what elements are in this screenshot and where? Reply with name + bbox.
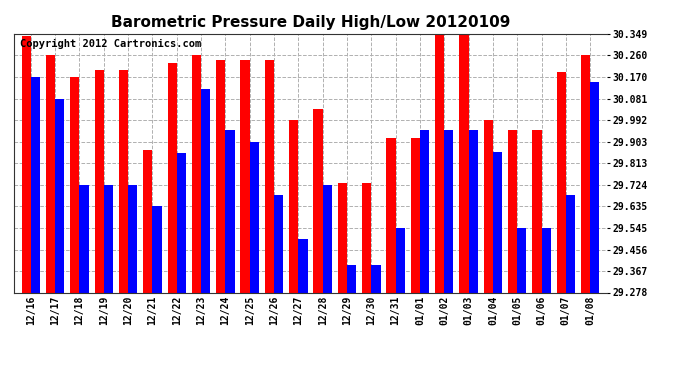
Bar [395,228,405,292]
Bar [581,56,590,292]
Bar [420,130,429,292]
Bar [274,195,284,292]
Bar [240,60,250,292]
Bar [518,228,526,292]
Bar [21,36,31,292]
Bar [119,70,128,292]
Bar [128,185,137,292]
Bar [152,206,161,292]
Bar [226,130,235,292]
Bar [79,185,89,292]
Bar [95,70,103,292]
Bar [484,120,493,292]
Bar [46,56,55,292]
Bar [313,109,323,292]
Text: Copyright 2012 Cartronics.com: Copyright 2012 Cartronics.com [20,39,201,49]
Bar [55,99,64,292]
Bar [337,183,347,292]
Bar [289,120,298,292]
Bar [265,60,274,292]
Bar [542,228,551,292]
Bar [347,266,356,292]
Bar [177,153,186,292]
Bar [444,130,453,292]
Bar [216,60,226,292]
Title: Barometric Pressure Daily High/Low 20120109: Barometric Pressure Daily High/Low 20120… [111,15,510,30]
Bar [70,77,79,292]
Bar [104,185,113,292]
Bar [168,63,177,292]
Bar [508,130,518,292]
Bar [386,138,395,292]
Bar [493,152,502,292]
Bar [371,266,381,292]
Bar [566,195,575,292]
Bar [469,130,477,292]
Bar [590,82,600,292]
Bar [144,150,152,292]
Bar [362,183,371,292]
Bar [250,142,259,292]
Bar [411,138,420,292]
Bar [435,34,444,292]
Bar [532,130,542,292]
Bar [460,34,469,292]
Bar [557,72,566,292]
Bar [192,56,201,292]
Bar [323,185,332,292]
Bar [298,239,308,292]
Bar [31,77,40,292]
Bar [201,89,210,292]
